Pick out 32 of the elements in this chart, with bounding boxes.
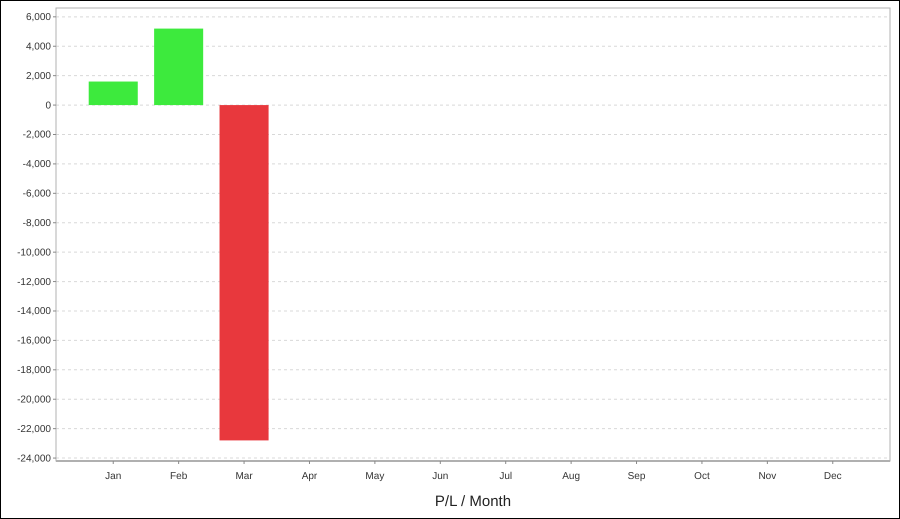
x-tick-label: Dec bbox=[824, 471, 842, 482]
x-tick-label: May bbox=[365, 471, 384, 482]
bar bbox=[220, 105, 269, 440]
x-tick-label: Nov bbox=[758, 471, 776, 482]
bar bbox=[88, 82, 138, 106]
x-tick-label: Oct bbox=[694, 471, 710, 482]
x-tick-label: Feb bbox=[170, 471, 188, 482]
y-tick-label: -18,000 bbox=[17, 365, 52, 376]
y-tick-label: -20,000 bbox=[17, 394, 52, 406]
y-tick-label: -12,000 bbox=[17, 276, 52, 288]
y-tick-label: -16,000 bbox=[17, 336, 52, 347]
bar bbox=[154, 28, 204, 106]
x-axis-title: P/L / Month bbox=[434, 493, 512, 510]
x-tick-label: Jun bbox=[432, 471, 448, 482]
y-tick-label: 6,000 bbox=[26, 12, 52, 24]
y-tick-label: 4,000 bbox=[26, 41, 52, 52]
y-tick-label: 0 bbox=[45, 100, 52, 112]
x-tick-label: Jan bbox=[105, 471, 122, 482]
y-tick-label: 2,000 bbox=[26, 70, 52, 82]
x-tick-label: Apr bbox=[302, 471, 318, 482]
y-tick-label: -2,000 bbox=[22, 130, 52, 141]
y-tick-label: -6,000 bbox=[22, 188, 52, 200]
x-tick-label: Mar bbox=[235, 471, 254, 482]
y-tick-label: -24,000 bbox=[17, 453, 52, 464]
x-tick-label: Jul bbox=[499, 471, 512, 482]
x-tick-label: Aug bbox=[562, 471, 580, 482]
x-tick-label: Sep bbox=[628, 471, 646, 482]
y-tick-label: -4,000 bbox=[22, 159, 52, 170]
y-tick-label: -10,000 bbox=[17, 247, 52, 258]
y-tick-label: -8,000 bbox=[22, 218, 52, 229]
y-tick-label: -22,000 bbox=[17, 424, 52, 435]
y-tick-label: -14,000 bbox=[17, 306, 52, 318]
